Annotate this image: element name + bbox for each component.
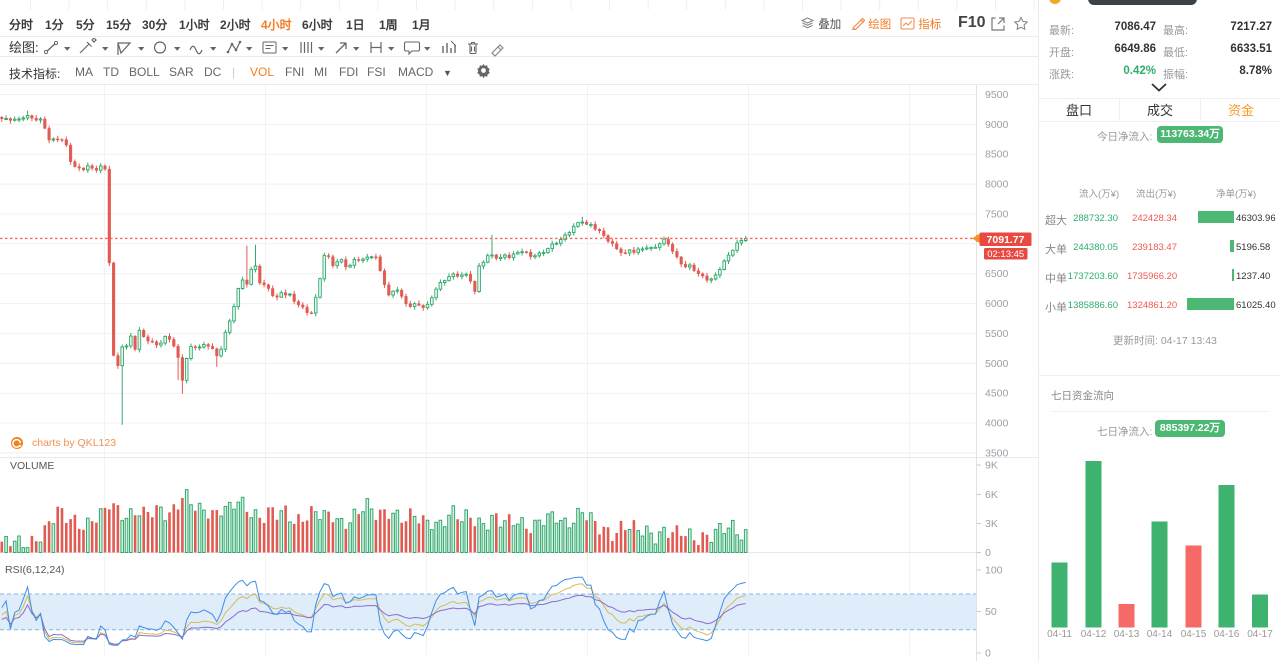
svg-text:0: 0 [985, 648, 991, 660]
svg-text:04-12: 04-12 [1081, 629, 1107, 640]
svg-text:9000: 9000 [985, 119, 1009, 131]
svg-text:5000: 5000 [985, 358, 1009, 370]
svg-text:5500: 5500 [985, 328, 1009, 340]
svg-text:04-14: 04-14 [1147, 629, 1173, 640]
svg-text:7500: 7500 [985, 209, 1009, 221]
svg-text:9K: 9K [985, 460, 998, 472]
svg-text:绘图:: 绘图: [9, 40, 39, 55]
svg-text:50: 50 [985, 606, 997, 618]
svg-text:02:13:45: 02:13:45 [987, 249, 1024, 260]
svg-text:04-17: 04-17 [1247, 629, 1273, 640]
svg-text:9500: 9500 [985, 89, 1009, 101]
svg-text:4000: 4000 [985, 418, 1009, 430]
svg-text:04-15: 04-15 [1181, 629, 1207, 640]
svg-text:6500: 6500 [985, 268, 1009, 280]
svg-text:7091.77: 7091.77 [987, 234, 1025, 246]
svg-text:8500: 8500 [985, 149, 1009, 161]
svg-text:04-11: 04-11 [1047, 629, 1072, 640]
svg-text:4500: 4500 [985, 388, 1009, 400]
svg-text:100: 100 [985, 565, 1003, 577]
svg-text:0: 0 [985, 547, 991, 559]
svg-text:6K: 6K [985, 489, 998, 501]
svg-text:04-13: 04-13 [1114, 629, 1140, 640]
svg-text:8000: 8000 [985, 179, 1009, 191]
svg-text:3500: 3500 [985, 447, 1009, 459]
svg-text:3K: 3K [985, 518, 998, 530]
svg-text:04-16: 04-16 [1214, 629, 1240, 640]
svg-text:6000: 6000 [985, 298, 1009, 310]
